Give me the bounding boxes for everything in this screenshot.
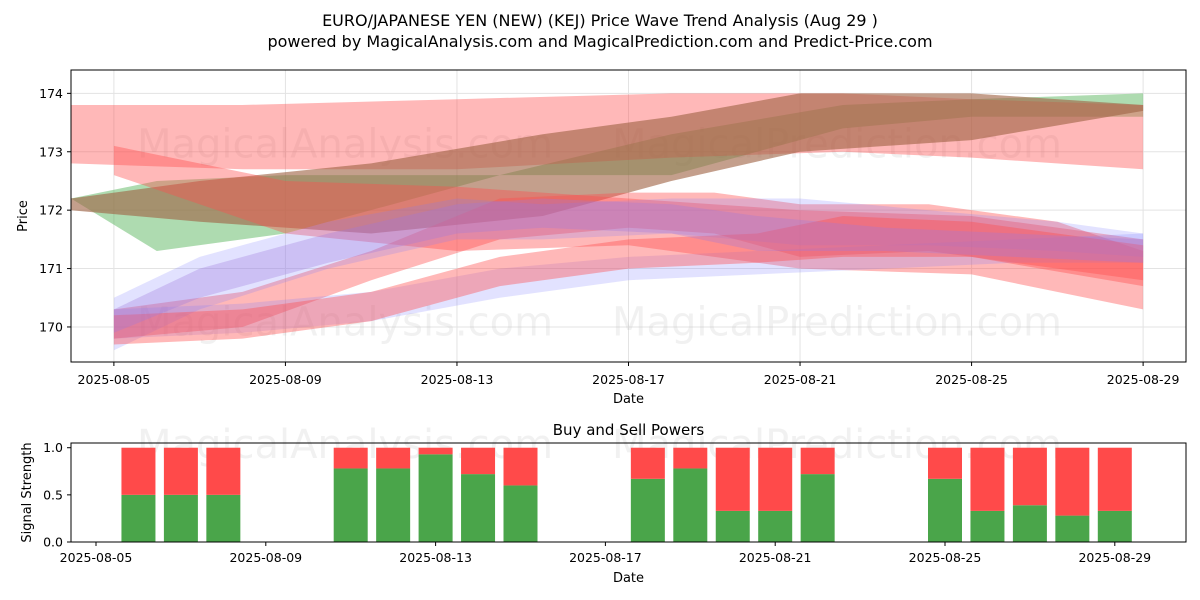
buy-bar: [376, 468, 411, 542]
chart-title: EURO/JAPANESE YEN (NEW) (KEJ) Price Wave…: [322, 11, 878, 30]
x-tick-label: 2025-08-05: [78, 372, 151, 387]
buy-bar: [418, 454, 453, 542]
sell-bar: [333, 447, 368, 469]
buy-bar: [121, 494, 156, 542]
bar-x-tick-label: 2025-08-09: [229, 550, 302, 565]
sell-bar: [758, 447, 793, 511]
sell-bar: [503, 447, 538, 486]
buy-bar: [461, 474, 496, 542]
y-tick-label: 170: [39, 319, 63, 334]
watermark: MagicalPrediction.com: [612, 300, 1062, 346]
sell-bar: [715, 447, 750, 511]
wave-band-6: [113, 233, 1144, 339]
sell-bar: [163, 447, 198, 495]
buy-bar: [630, 478, 665, 542]
wave-band-5: [113, 198, 1144, 351]
sell-bar: [970, 447, 1005, 511]
sell-bar: [1097, 447, 1132, 511]
sell-bar: [673, 447, 708, 469]
x-axis-label: Date: [613, 392, 644, 407]
sell-bar: [206, 447, 241, 495]
buy-bar: [928, 478, 962, 542]
wave-band-2: [71, 93, 1144, 234]
x-tick-label: 2025-08-13: [421, 372, 494, 387]
bar-x-tick-label: 2025-08-05: [60, 550, 133, 565]
sell-bar: [800, 447, 835, 475]
sell-bar: [418, 447, 453, 455]
bar-y-axis-label: Signal Strength: [20, 442, 35, 542]
buy-bar: [206, 494, 241, 542]
wave-band-8: [113, 198, 1144, 333]
y-tick-label: 173: [39, 144, 63, 159]
buy-bar: [163, 494, 198, 542]
buy-bar: [715, 510, 750, 542]
x-tick-label: 2025-08-09: [249, 372, 322, 387]
y-tick-label: 174: [39, 86, 63, 101]
x-tick-label: 2025-08-17: [592, 372, 665, 387]
bar-chart-title: Buy and Sell Powers: [553, 421, 705, 439]
buy-sell-power-plot: MagicalAnalysis.com MagicalPrediction.com…: [20, 421, 1187, 586]
y-tick-label: 171: [39, 261, 63, 276]
buy-bar: [758, 510, 793, 542]
x-tick-label: 2025-08-29: [1107, 372, 1180, 387]
sell-bar: [630, 447, 665, 479]
y-tick-label: 172: [39, 203, 63, 218]
sell-bar: [1055, 447, 1090, 516]
bar-x-tick-label: 2025-08-17: [569, 550, 642, 565]
watermark: MagicalAnalysis.com: [137, 300, 553, 346]
y-axis-label: Price: [16, 200, 31, 232]
buy-bar: [333, 468, 368, 542]
bar-x-tick-label: 2025-08-21: [739, 550, 812, 565]
bar-x-tick-label: 2025-08-25: [909, 550, 982, 565]
wave-band-7: [113, 216, 1144, 345]
bar-y-tick-label: 1.0: [43, 440, 63, 455]
wave-band-3: [113, 145, 1144, 310]
buy-bar: [673, 468, 708, 542]
buy-bar: [970, 510, 1005, 542]
bar-plot-frame: [70, 442, 1187, 543]
buy-bar: [1097, 510, 1132, 542]
x-tick-label: 2025-08-21: [764, 372, 837, 387]
sell-bar: [928, 447, 962, 479]
sell-bar: [461, 447, 496, 475]
bar-x-tick-label: 2025-08-29: [1078, 550, 1151, 565]
buy-bar: [800, 474, 835, 542]
chart-subtitle: powered by MagicalAnalysis.com and Magic…: [267, 32, 932, 51]
buy-bar: [1012, 505, 1047, 542]
bar-y-tick-label: 0.5: [43, 487, 63, 502]
bar-x-tick-label: 2025-08-13: [399, 550, 472, 565]
x-tick-label: 2025-08-25: [935, 372, 1008, 387]
price-wave-plot: MagicalAnalysis.com MagicalPrediction.com…: [16, 69, 1187, 407]
buy-bar: [503, 485, 538, 542]
sell-bar: [376, 447, 411, 469]
wave-band-4: [113, 192, 1144, 339]
bar-y-tick-label: 0.0: [43, 535, 63, 550]
buy-bar: [1055, 515, 1090, 542]
sell-bar: [1012, 447, 1047, 506]
sell-bar: [121, 447, 156, 495]
bar-x-axis-label: Date: [613, 571, 644, 586]
